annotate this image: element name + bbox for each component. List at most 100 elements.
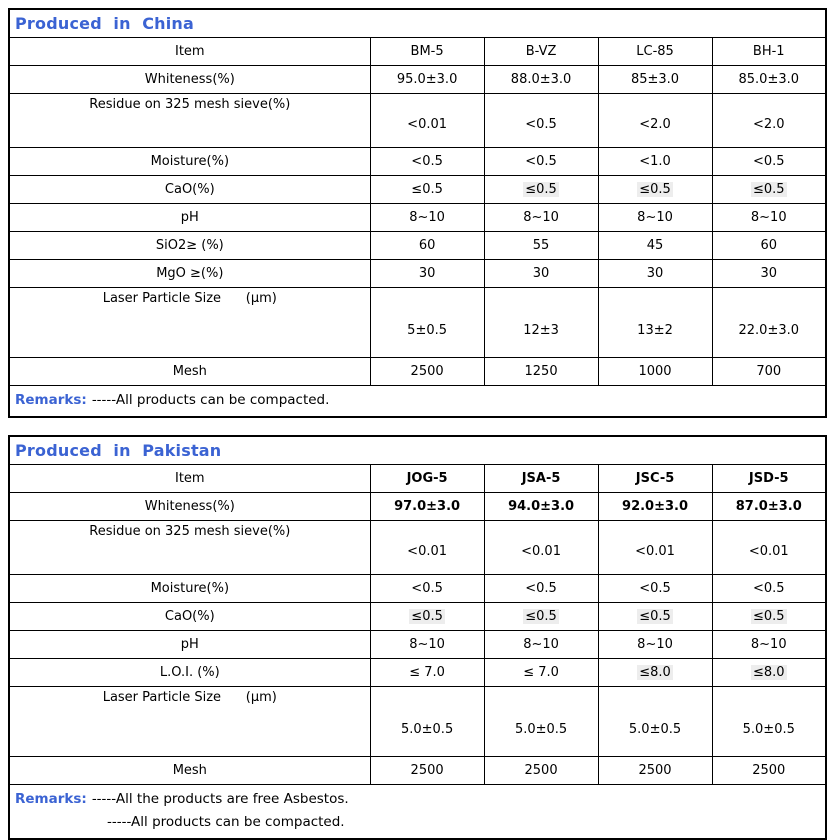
spec-value-cell: 94.0±3.0 — [483, 492, 599, 521]
row-label: CaO(%) — [164, 182, 215, 197]
spec-value: <0.01 — [635, 543, 675, 559]
spec-value: 8~10 — [637, 637, 673, 652]
spec-value: 88.0±3.0 — [510, 72, 572, 87]
spec-value: 5±0.5 — [407, 322, 448, 338]
column-header-text: JSD-5 — [748, 471, 789, 486]
remarks-text: -----All products can be compacted. — [107, 814, 345, 830]
row-label-cell: L.O.I. (%) — [8, 658, 371, 687]
spec-value: ≤0.5 — [750, 609, 787, 624]
spec-value: 5.0±0.5 — [628, 721, 682, 737]
spec-value-cell: 5.0±0.5 — [369, 686, 485, 757]
row-label: CaO(%) — [164, 609, 215, 624]
spec-value: ≤0.5 — [523, 609, 559, 624]
column-header: JOG-5 — [369, 464, 485, 493]
spec-value: ≤0.5 — [637, 609, 673, 624]
row-label-cell: pH — [8, 630, 371, 659]
spec-row: Mesh 2500 1250 1000 700 — [8, 357, 827, 386]
remarks-line: Remarks: -----All products can be compact… — [15, 389, 820, 412]
spec-value-cell: ≤0.5 — [369, 602, 485, 631]
spec-value: 2500 — [410, 763, 444, 778]
table-title-row: Produced in China — [8, 8, 827, 38]
spec-value: 30 — [532, 266, 550, 281]
spec-row: Whiteness(%) 97.0±3.0 94.0±3.0 92.0±3.0 87.0… — [8, 492, 827, 521]
spec-value: 1000 — [638, 364, 672, 379]
spec-value-cell: <0.5 — [483, 147, 599, 176]
header-row: Item JOG-5 JSA-5 JSC-5 JSD-5 — [8, 464, 827, 493]
header-row: Item BM-5 B-VZ LC-85 BH-1 — [8, 37, 827, 66]
spec-value-cell: <0.5 — [369, 147, 485, 176]
spec-value: 85.0±3.0 — [738, 72, 800, 87]
spec-row: Moisture(%) <0.5 <0.5 <1.0 <0.5 — [8, 147, 827, 176]
spec-value: 2500 — [638, 763, 672, 778]
spec-value-cell: ≤0.5 — [483, 175, 599, 204]
spec-value-cell: ≤0.5 — [711, 175, 827, 204]
spec-value-cell: 8~10 — [369, 630, 485, 659]
spec-value-cell: <0.5 — [597, 574, 713, 603]
spec-value: 5.0±0.5 — [742, 721, 795, 737]
row-label: Laser Particle Size (μm) — [102, 291, 277, 306]
spec-value-cell: 92.0±3.0 — [597, 492, 713, 521]
column-header: BM-5 — [369, 37, 485, 66]
remarks-label: Remarks: — [15, 392, 87, 408]
spec-value-cell: <0.01 — [483, 520, 599, 575]
spec-value: 5.0±0.5 — [514, 721, 568, 737]
row-label: MgO ≥(%) — [156, 266, 224, 281]
spec-value: 30 — [646, 266, 664, 281]
column-header: LC-85 — [597, 37, 713, 66]
spec-value-cell: 8~10 — [483, 203, 599, 232]
spec-value: <2.0 — [639, 116, 671, 132]
spec-value-cell: <0.5 — [711, 574, 827, 603]
spec-value-cell: 97.0±3.0 — [369, 492, 485, 521]
spec-value: <0.01 — [407, 116, 448, 132]
spec-row: MgO ≥(%) 30 30 30 30 — [8, 259, 827, 288]
spec-value: ≤0.5 — [523, 182, 559, 197]
column-header-text: BM-5 — [410, 44, 444, 59]
spec-value: 700 — [756, 364, 782, 379]
spec-value-cell: ≤0.5 — [483, 602, 599, 631]
spec-value-cell: 30 — [369, 259, 485, 288]
row-label-cell: MgO ≥(%) — [8, 259, 371, 288]
column-header: JSA-5 — [483, 464, 599, 493]
spec-value-cell: <0.5 — [711, 147, 827, 176]
spec-value-cell: 2500 — [597, 756, 713, 785]
column-header: B-VZ — [483, 37, 599, 66]
spec-value-cell: 8~10 — [483, 630, 599, 659]
column-header: BH-1 — [711, 37, 827, 66]
spec-value-cell: 85.0±3.0 — [711, 65, 827, 94]
spec-value: 30 — [760, 266, 778, 281]
spec-value: 92.0±3.0 — [622, 499, 689, 514]
spec-value: 87.0±3.0 — [735, 499, 802, 514]
spec-value: ≤8.0 — [637, 665, 673, 680]
column-header: Item — [8, 37, 371, 66]
spec-row: Mesh 2500 2500 2500 2500 — [8, 756, 827, 785]
spec-value-cell: 5±0.5 — [369, 287, 485, 358]
spec-value: <0.01 — [521, 543, 561, 559]
row-label: L.O.I. (%) — [159, 665, 220, 680]
remarks-line: Remarks: -----All the products are free A… — [15, 788, 820, 811]
spec-value-cell: 5.0±0.5 — [597, 686, 713, 757]
spec-value-cell: 8~10 — [369, 203, 485, 232]
spec-value-cell: 87.0±3.0 — [711, 492, 827, 521]
spec-value-cell: 30 — [597, 259, 713, 288]
spec-value-cell: 1000 — [597, 357, 713, 386]
spec-value: <0.5 — [752, 154, 785, 169]
spec-value-cell: ≤0.5 — [369, 175, 485, 204]
spec-value: <1.0 — [639, 154, 671, 169]
spec-value: ≤ 7.0 — [523, 665, 559, 680]
spec-value-cell: 22.0±3.0 — [711, 287, 827, 358]
column-header-text: BH-1 — [752, 44, 785, 59]
column-header: JSC-5 — [597, 464, 713, 493]
spec-value: 60 — [418, 238, 436, 253]
remarks-cell: Remarks: -----All products can be compact… — [8, 385, 827, 418]
spec-value-cell: 1250 — [483, 357, 599, 386]
table-title: Produced in Pakistan — [15, 441, 222, 460]
spec-value: 94.0±3.0 — [508, 499, 575, 514]
spec-row: Laser Particle Size (μm) 5.0±0.5 5.0±0.5 5.… — [8, 686, 827, 757]
product-spec-table: Produced in Pakistan Item JOG-5 JSA-5 JSC-5 J… — [8, 435, 827, 840]
spec-value-cell: 30 — [711, 259, 827, 288]
spec-value: <0.5 — [525, 154, 557, 169]
spec-value-cell: <2.0 — [597, 93, 713, 148]
row-label-cell: Whiteness(%) — [8, 492, 371, 521]
spec-value: 8~10 — [637, 210, 673, 225]
spec-value-cell: 2500 — [369, 357, 485, 386]
